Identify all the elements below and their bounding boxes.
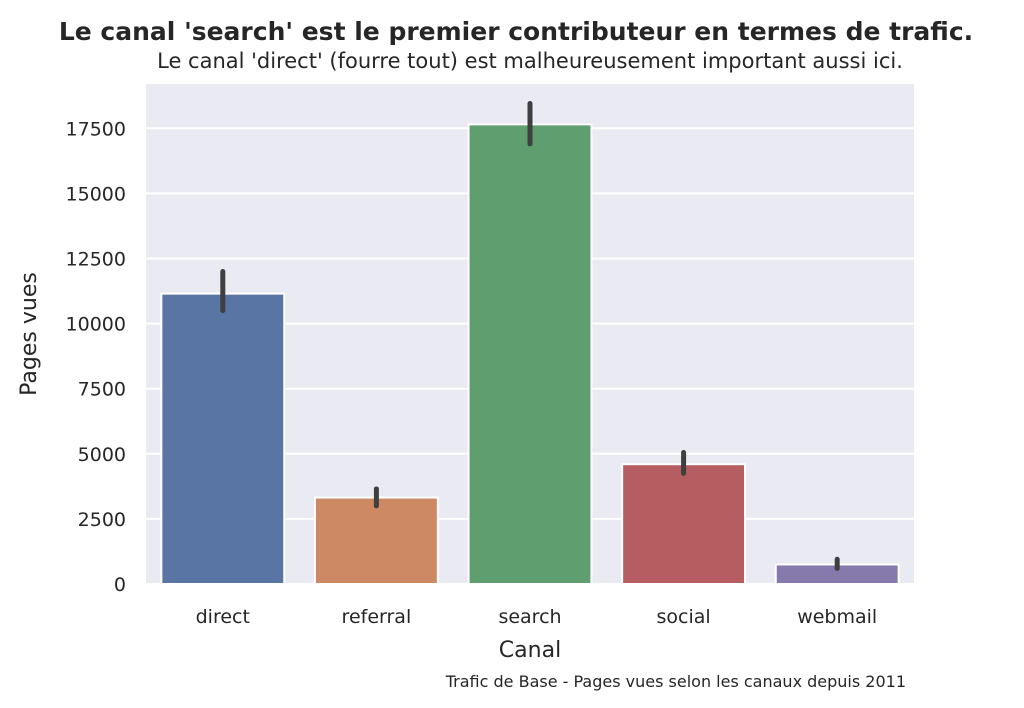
- y-tick-label: 5000: [78, 444, 126, 466]
- x-tick-label: social: [657, 606, 711, 628]
- x-axis-label: Canal: [499, 638, 561, 663]
- chart-caption: Trafic de Base - Pages vues selon les ca…: [445, 672, 906, 691]
- chart-title: Le canal 'search' est le premier contrib…: [59, 17, 973, 46]
- bar-search: [467, 123, 593, 585]
- y-tick-label: 17500: [66, 118, 126, 140]
- x-tick-label: direct: [196, 606, 250, 628]
- x-tick-label: search: [498, 606, 561, 628]
- bars: [160, 123, 900, 586]
- bar-referral: [313, 496, 439, 585]
- y-tick-label: 10000: [66, 314, 126, 336]
- y-axis-label: Pages vues: [17, 272, 42, 396]
- x-axis-ticks: direct referral search social webmail: [196, 606, 878, 628]
- y-tick-label: 12500: [66, 248, 126, 270]
- x-tick-label: webmail: [797, 606, 877, 628]
- y-axis-ticks: 0 2500 5000 7500 10000 12500 15000 17500: [66, 118, 126, 596]
- y-tick-label: 0: [114, 574, 126, 596]
- y-tick-label: 15000: [66, 183, 126, 205]
- error-bars: [220, 101, 840, 571]
- y-tick-label: 2500: [78, 509, 126, 531]
- bar-direct: [160, 292, 286, 585]
- bar-social: [621, 463, 747, 586]
- y-tick-label: 7500: [78, 379, 126, 401]
- chart-subtitle: Le canal 'direct' (fourre tout) est malh…: [157, 49, 903, 73]
- x-tick-label: referral: [342, 606, 412, 628]
